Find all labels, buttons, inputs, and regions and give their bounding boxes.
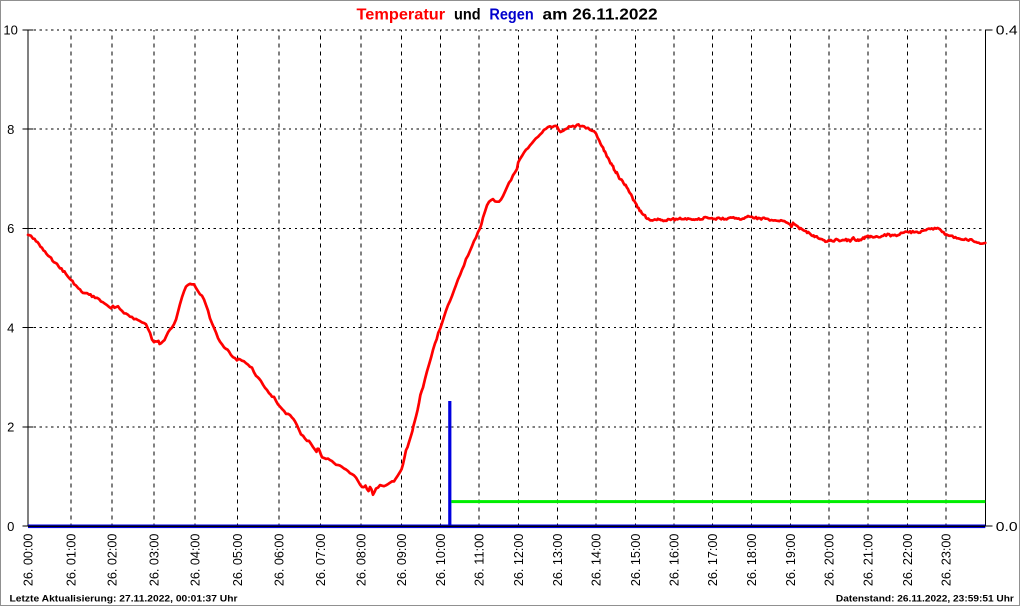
svg-text:26. 16:00: 26. 16:00 xyxy=(667,534,681,587)
svg-text:Regen: Regen xyxy=(489,7,533,24)
svg-text:26. 21:00: 26. 21:00 xyxy=(862,534,876,587)
svg-text:26. 08:00: 26. 08:00 xyxy=(355,534,369,587)
svg-text:26. 09:00: 26. 09:00 xyxy=(395,534,409,587)
svg-text:26. 23:00: 26. 23:00 xyxy=(940,534,954,587)
svg-text:2: 2 xyxy=(7,420,14,435)
svg-text:26. 07:00: 26. 07:00 xyxy=(314,534,328,587)
svg-text:26. 05:00: 26. 05:00 xyxy=(231,534,245,587)
svg-text:0.0: 0.0 xyxy=(996,519,1018,534)
svg-text:26. 18:00: 26. 18:00 xyxy=(745,534,759,587)
svg-text:26. 04:00: 26. 04:00 xyxy=(189,534,203,587)
svg-text:8: 8 xyxy=(7,122,14,137)
svg-text:Datenstand: 26.11.2022, 23:59:: Datenstand: 26.11.2022, 23:59:51 Uhr xyxy=(836,593,1014,604)
svg-text:26. 02:00: 26. 02:00 xyxy=(106,534,120,587)
svg-text:26. 14:00: 26. 14:00 xyxy=(590,534,604,587)
svg-text:10: 10 xyxy=(3,23,18,38)
svg-text:26. 11:00: 26. 11:00 xyxy=(472,534,486,587)
svg-text:26. 15:00: 26. 15:00 xyxy=(629,534,643,587)
svg-text:26. 00:00: 26. 00:00 xyxy=(22,534,36,587)
svg-text:Letzte Aktualisierung: 27.11.2: Letzte Aktualisierung: 27.11.2022, 00:01… xyxy=(10,593,238,604)
svg-text:26. 22:00: 26. 22:00 xyxy=(901,534,915,587)
svg-text:26. 17:00: 26. 17:00 xyxy=(706,534,720,587)
svg-text:6: 6 xyxy=(7,221,14,236)
svg-text:0: 0 xyxy=(7,519,14,534)
svg-text:26. 03:00: 26. 03:00 xyxy=(147,534,161,587)
svg-text:und: und xyxy=(454,7,481,24)
svg-text:26. 19:00: 26. 19:00 xyxy=(784,534,798,587)
svg-text:26. 10:00: 26. 10:00 xyxy=(434,534,448,587)
svg-text:0.4: 0.4 xyxy=(996,23,1018,38)
svg-text:Temperatur: Temperatur xyxy=(357,7,446,24)
svg-text:26. 13:00: 26. 13:00 xyxy=(551,534,565,587)
svg-text:26. 01:00: 26. 01:00 xyxy=(65,534,79,587)
svg-text:26. 12:00: 26. 12:00 xyxy=(512,534,526,587)
svg-text:26. 20:00: 26. 20:00 xyxy=(823,534,837,587)
svg-text:26. 06:00: 26. 06:00 xyxy=(273,534,287,587)
svg-text:am 26.11.2022: am 26.11.2022 xyxy=(543,7,658,24)
svg-text:4: 4 xyxy=(7,320,14,335)
